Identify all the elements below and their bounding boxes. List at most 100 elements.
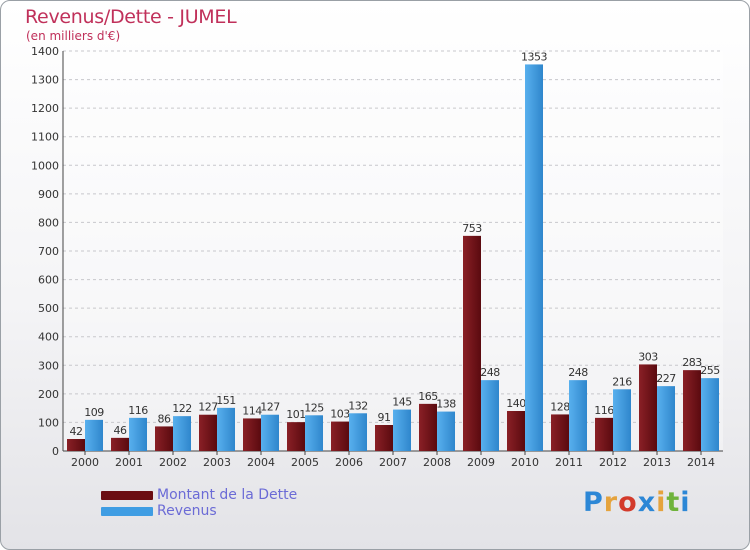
data-label-revenus: 1353 [521, 50, 547, 63]
x-tick-label: 2007 [379, 456, 407, 469]
bar-revenus [613, 389, 631, 451]
data-label-dette: 114 [242, 404, 262, 417]
data-label-revenus: 125 [304, 401, 324, 414]
bar-revenus [85, 419, 103, 451]
legend-label-dette: Montant de la Dette [157, 487, 298, 503]
x-tick-label: 2008 [423, 456, 451, 469]
x-tick-label: 2004 [247, 456, 275, 469]
y-tick-label: 0 [52, 445, 59, 458]
y-tick-label: 400 [38, 331, 59, 344]
bar-revenus [349, 413, 367, 451]
data-label-dette: 283 [682, 356, 702, 369]
data-label-dette: 42 [70, 425, 83, 438]
bar-revenus [525, 64, 543, 451]
data-label-revenus: 122 [172, 402, 192, 415]
x-tick-label: 2011 [555, 456, 583, 469]
proxiti-logo: Proxiti [583, 487, 691, 518]
data-label-dette: 116 [594, 404, 614, 417]
chart-subtitle: (en milliers d'€) [26, 29, 121, 43]
y-tick-label: 100 [38, 416, 59, 429]
bar-revenus [481, 380, 499, 451]
bar-dette [199, 414, 217, 451]
bar-dette [331, 421, 349, 451]
legend-label-revenus: Revenus [157, 503, 217, 519]
x-tick-label: 2013 [643, 456, 671, 469]
data-label-dette: 103 [330, 408, 350, 421]
data-label-revenus: 145 [392, 396, 412, 409]
bar-revenus [129, 417, 147, 451]
bar-revenus [569, 380, 587, 451]
y-tick-label: 1300 [31, 74, 59, 87]
logo-letter: i [680, 487, 691, 518]
data-label-dette: 101 [286, 408, 306, 421]
data-label-dette: 753 [462, 222, 482, 235]
bar-dette [243, 418, 261, 451]
bar-revenus [701, 378, 719, 451]
data-label-dette: 165 [418, 390, 438, 403]
data-label-dette: 128 [550, 400, 570, 413]
data-label-revenus: 138 [436, 398, 456, 411]
logo-letter: o [618, 487, 638, 518]
data-label-revenus: 109 [84, 406, 104, 419]
x-tick-label: 2002 [159, 456, 187, 469]
x-tick-label: 2010 [511, 456, 539, 469]
y-tick-label: 300 [38, 359, 59, 372]
bar-dette [507, 411, 525, 451]
x-tick-label: 2000 [71, 456, 99, 469]
x-tick-label: 2006 [335, 456, 363, 469]
bar-dette [375, 425, 393, 451]
y-tick-label: 1100 [31, 131, 59, 144]
bar-revenus [393, 409, 411, 451]
bar-revenus [173, 416, 191, 451]
data-label-dette: 91 [378, 411, 391, 424]
x-tick-label: 2005 [291, 456, 319, 469]
legend: Montant de la Dette Revenus [101, 487, 297, 519]
y-tick-label: 800 [38, 216, 59, 229]
logo-letter: r [603, 487, 619, 518]
x-tick-label: 2009 [467, 456, 495, 469]
bar-dette [287, 422, 305, 451]
bar-dette [67, 439, 85, 451]
data-label-dette: 127 [198, 401, 218, 414]
bar-dette [551, 414, 569, 451]
data-label-revenus: 248 [480, 366, 500, 379]
bar-dette [111, 437, 129, 451]
bar-revenus [657, 386, 675, 451]
y-tick-label: 1200 [31, 102, 59, 115]
x-tick-label: 2012 [599, 456, 627, 469]
logo-letter: P [583, 487, 604, 518]
data-label-dette: 86 [158, 412, 171, 425]
chart-title: Revenus/Dette - JUMEL [25, 6, 237, 28]
logo-letter: i [656, 487, 667, 518]
bar-dette [419, 403, 437, 451]
x-tick-label: 2003 [203, 456, 231, 469]
y-tick-label: 600 [38, 274, 59, 287]
bar-revenus [437, 411, 455, 451]
legend-swatch-revenus [101, 506, 153, 516]
data-label-revenus: 132 [348, 399, 368, 412]
data-label-dette: 140 [506, 397, 526, 410]
bar-revenus [217, 407, 235, 451]
legend-item-dette: Montant de la Dette [101, 487, 297, 503]
data-label-revenus: 227 [656, 372, 676, 385]
bar-dette [683, 370, 701, 451]
bar-revenus [305, 415, 323, 451]
data-label-revenus: 116 [128, 404, 148, 417]
y-tick-label: 1400 [31, 45, 59, 58]
data-label-revenus: 127 [260, 401, 280, 414]
bar-dette [595, 417, 613, 451]
data-label-revenus: 216 [612, 375, 632, 388]
legend-item-revenus: Revenus [101, 503, 297, 519]
data-label-revenus: 255 [700, 364, 720, 377]
y-tick-label: 900 [38, 188, 59, 201]
x-tick-label: 2001 [115, 456, 143, 469]
y-tick-label: 500 [38, 302, 59, 315]
bar-dette [639, 364, 657, 451]
data-label-dette: 46 [114, 424, 127, 437]
data-label-dette: 303 [638, 350, 658, 363]
x-tick-label: 2014 [687, 456, 715, 469]
y-tick-label: 1000 [31, 159, 59, 172]
legend-swatch-dette [101, 490, 153, 500]
